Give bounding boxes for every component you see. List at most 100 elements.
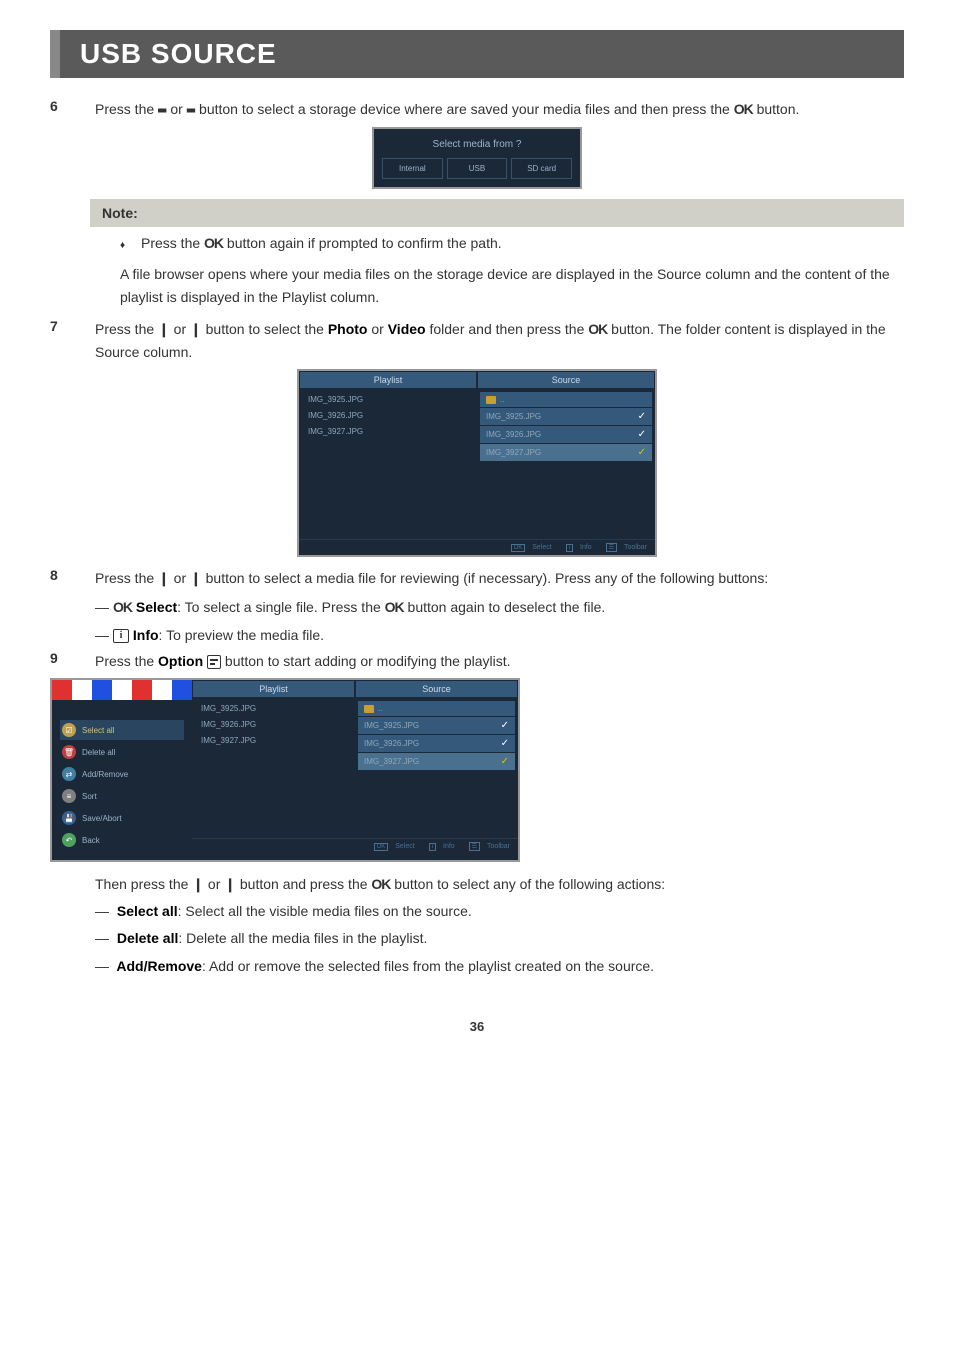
text: : Add or remove the selected files from … (202, 958, 654, 974)
menu-list: ☑Select all 🗑Delete all ⇄ Add/Remove ≡Sor… (52, 700, 192, 860)
col-playlist: Playlist (192, 680, 355, 698)
text: button to select the (202, 321, 328, 337)
ok-label: OK (734, 101, 753, 117)
list-item-selected[interactable]: IMG_3927.JPG✓ (358, 753, 515, 770)
text: or (170, 570, 190, 586)
menu-save-abort[interactable]: 💾Save/Abort (60, 808, 184, 828)
list-item[interactable]: IMG_3926.JPG (302, 408, 474, 423)
list-item[interactable]: IMG_3926.JPG✓ (358, 735, 515, 752)
select-all-icon: ☑ (62, 723, 76, 737)
text: button to select a media file for review… (202, 570, 769, 586)
step-8: 8 Press the ❙ or ❙ button to select a me… (50, 567, 904, 589)
ok-label: OK (204, 235, 223, 251)
menu-select-all[interactable]: ☑Select all (60, 720, 184, 740)
ok-label: OK (371, 876, 390, 892)
filename: IMG_3927.JPG (364, 757, 419, 766)
dialog-title: Select media from ? (382, 139, 572, 150)
select-label: Select (132, 599, 177, 615)
list-item[interactable]: IMG_3927.JPG (195, 733, 352, 748)
btn-sdcard[interactable]: SD card (511, 158, 572, 179)
info-label: Info (129, 627, 159, 643)
playlist-panel: Playlist Source IMG_3925.JPG IMG_3926.JP… (192, 680, 518, 860)
step-number: 9 (50, 650, 95, 672)
dialog-buttons: Internal USB SD card (382, 158, 572, 179)
col-playlist: Playlist (299, 371, 477, 389)
table-header: Playlist Source (192, 680, 518, 698)
playlist-with-menu: ☑Select all 🗑Delete all ⇄ Add/Remove ≡Sor… (50, 678, 520, 862)
list-item[interactable]: IMG_3925.JPG (302, 392, 474, 407)
filename: IMG_3927.JPG (486, 448, 541, 457)
text: : To select a single file. Press the (177, 599, 385, 615)
label: Sort (82, 792, 97, 801)
screenshot-playlist: Playlist Source IMG_3925.JPG IMG_3926.JP… (50, 369, 904, 557)
table-body: IMG_3925.JPG IMG_3926.JPG IMG_3927.JPG .… (192, 698, 518, 838)
text: : Delete all the media files in the play… (178, 930, 427, 946)
col-source: Source (477, 371, 655, 389)
text: .. (378, 704, 382, 713)
btn-usb[interactable]: USB (447, 158, 508, 179)
colorbar (52, 680, 192, 700)
folder-up[interactable]: .. (358, 701, 515, 716)
step-9-select-all: — Select all: Select all the visible med… (95, 899, 904, 924)
menu-delete-all[interactable]: 🗑Delete all (60, 742, 184, 762)
col-source: Source (355, 680, 518, 698)
filename: IMG_3925.JPG (364, 721, 419, 730)
text: button to start adding or modifying the … (221, 653, 511, 669)
photo-label: Photo (328, 321, 368, 337)
step-9-then: Then press the ❙ or ❙ button and press t… (95, 872, 904, 897)
note-paragraph: A file browser opens where your media fi… (120, 263, 904, 308)
list-item[interactable]: IMG_3926.JPG✓ (480, 426, 652, 443)
step-text: Press the ❙ or ❙ button to select the Ph… (95, 318, 904, 363)
menu-sort[interactable]: ≡Sort (60, 786, 184, 806)
step-number: 8 (50, 567, 95, 589)
label: Add/Remove (82, 770, 128, 779)
table-footer: OKSelect iInfo ☰Toolbar (192, 838, 518, 854)
list-item[interactable]: IMG_3925.JPG✓ (480, 408, 652, 425)
table-footer: OKSelect iInfo ☰Toolbar (299, 539, 655, 555)
table-body: IMG_3925.JPG IMG_3926.JPG IMG_3927.JPG .… (299, 389, 655, 539)
filename: IMG_3926.JPG (364, 739, 419, 748)
text: or (367, 321, 387, 337)
label: Back (82, 836, 100, 845)
list-item[interactable]: IMG_3926.JPG (195, 717, 352, 732)
down-icon: ❙ (190, 321, 202, 337)
folder-up[interactable]: .. (480, 392, 652, 407)
filename: IMG_3925.JPG (201, 704, 256, 713)
filename: IMG_3926.JPG (201, 720, 256, 729)
btn-internal[interactable]: Internal (382, 158, 443, 179)
ok-label: OK (385, 599, 404, 615)
swap-icon: ⇄ (62, 767, 76, 781)
menu-back[interactable]: ↶Back (60, 830, 184, 850)
playlist-table: Playlist Source IMG_3925.JPG IMG_3926.JP… (297, 369, 657, 557)
page-header: USB SOURCE (50, 30, 904, 78)
note-bullet: Press the OK button again if prompted to… (120, 235, 904, 251)
source-column: .. IMG_3925.JPG✓ IMG_3926.JPG✓ IMG_3927.… (477, 389, 655, 539)
list-item[interactable]: IMG_3925.JPG (195, 701, 352, 716)
up-icon: ❙ (158, 570, 170, 586)
filename: IMG_3927.JPG (308, 427, 363, 436)
step-6: 6 Press the ▬ or ▬ button to select a st… (50, 98, 904, 121)
ok-label: OK (113, 599, 132, 615)
table-header: Playlist Source (299, 371, 655, 389)
text: Press the (95, 101, 158, 117)
text: button and press the (236, 876, 371, 892)
dash: — (95, 627, 109, 643)
step-8-select: —OK Select: To select a single file. Pre… (95, 595, 904, 620)
text: Press the (95, 570, 158, 586)
list-item-selected[interactable]: IMG_3927.JPG✓ (480, 444, 652, 461)
screenshot-with-menu: ☑Select all 🗑Delete all ⇄ Add/Remove ≡Sor… (50, 678, 904, 862)
step-9-add-remove: — Add/Remove: Add or remove the selected… (95, 954, 904, 979)
page-number: 36 (50, 1019, 904, 1034)
page-title: USB SOURCE (80, 38, 884, 70)
filename: IMG_3925.JPG (486, 412, 541, 421)
list-item[interactable]: IMG_3927.JPG (302, 424, 474, 439)
label: Add/Remove (113, 958, 202, 974)
filename: IMG_3926.JPG (486, 430, 541, 439)
text: Press the (95, 653, 158, 669)
note-header: Note: (90, 199, 904, 227)
step-text: Press the ▬ or ▬ button to select a stor… (95, 98, 904, 121)
list-item[interactable]: IMG_3925.JPG✓ (358, 717, 515, 734)
dash: — (95, 958, 109, 974)
text: Press the (95, 321, 158, 337)
menu-add-remove[interactable]: ⇄ Add/Remove (60, 764, 184, 784)
